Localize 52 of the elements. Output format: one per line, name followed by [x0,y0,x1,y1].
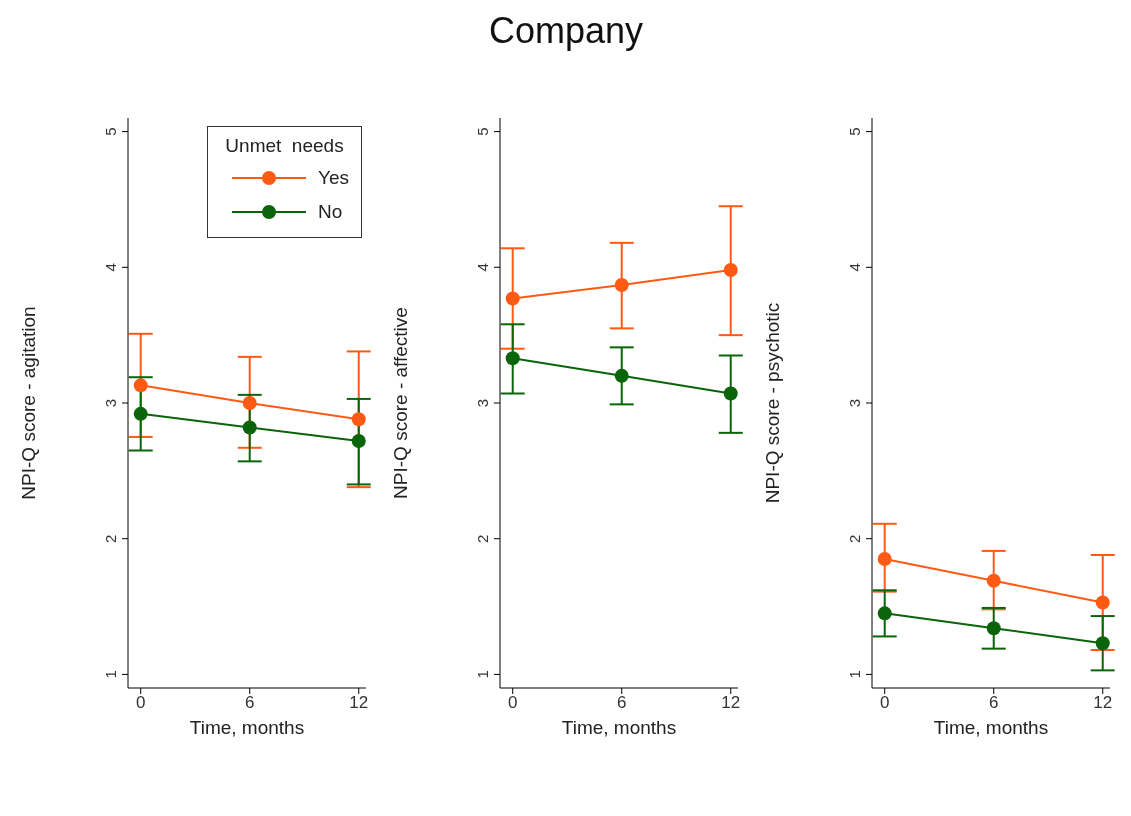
point [133,378,148,393]
x-tick-label: 12 [721,693,741,713]
x-tick-label: 0 [135,693,146,713]
point [614,368,629,383]
point [1095,636,1110,651]
point [614,277,629,292]
x-axis-title: Time, months [189,717,305,738]
x-tick-label: 0 [507,693,518,713]
y-axis-title: NPI-Q score - affective [389,307,411,499]
legend-title: Unmet needs [224,135,345,157]
point [133,406,148,421]
x-tick-label: 12 [1093,693,1113,713]
chart-title: Company [487,10,645,52]
point [505,351,520,366]
y-tick-label: 5 [474,127,491,136]
y-tick-label: 3 [846,398,863,408]
y-tick-label: 1 [474,670,491,679]
x-tick-label: 0 [879,693,890,713]
point [505,291,520,306]
x-axis-title: Time, months [561,717,677,738]
y-tick-label: 1 [846,670,863,679]
y-tick-label: 4 [846,263,863,272]
x-axis-title: Time, months [933,717,1049,738]
y-tick-label: 3 [102,398,119,408]
y-tick-label: 5 [102,127,119,136]
y-tick-label: 1 [102,670,119,679]
legend-label: No [318,200,343,224]
point [351,434,366,448]
point [723,263,738,277]
x-tick-label: 6 [616,693,627,713]
x-tick-label: 6 [244,693,255,713]
point [242,420,257,435]
point [986,621,1001,636]
point [242,396,257,410]
y-tick-label: 5 [846,127,863,136]
y-tick-label: 2 [474,534,491,543]
point [1095,595,1110,610]
point [986,573,1001,588]
y-tick-label: 3 [474,398,491,408]
y-tick-label: 2 [102,534,119,543]
y-tick-label: 4 [102,263,119,272]
point [877,552,892,567]
x-tick-label: 12 [349,693,369,713]
y-tick-label: 4 [474,263,491,272]
point [877,606,892,621]
legend-label: Yes [318,166,349,190]
y-tick-label: 2 [846,534,863,543]
y-axis-title: NPI-Q score - psychotic [761,302,783,504]
y-axis-title: NPI-Q score - agitation [17,306,39,500]
x-tick-label: 6 [988,693,999,713]
point [723,386,738,401]
point [351,412,366,427]
